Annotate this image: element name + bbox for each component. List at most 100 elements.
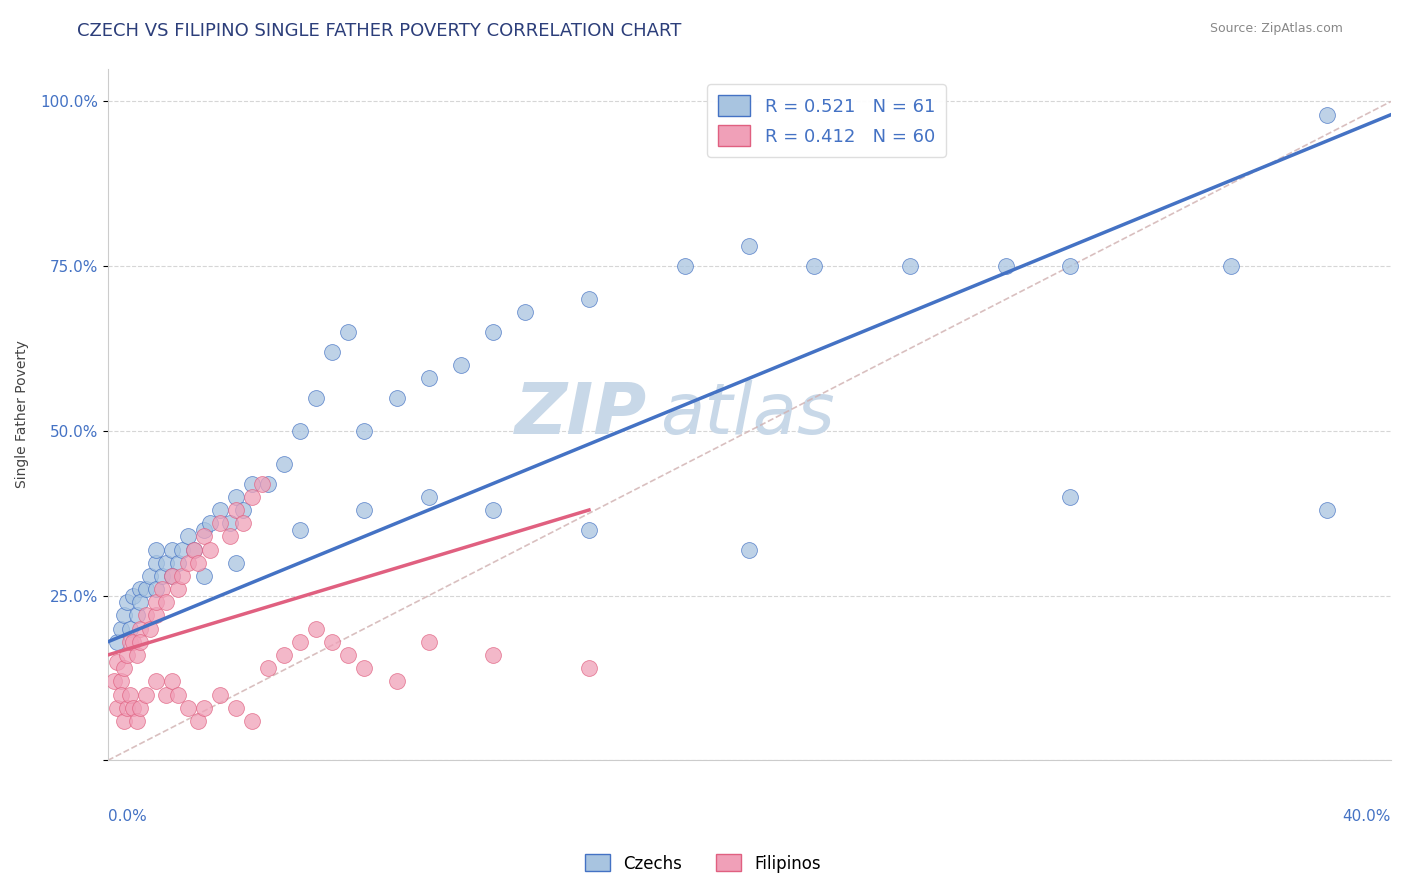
Point <box>160 569 183 583</box>
Point <box>112 714 135 728</box>
Point <box>225 700 247 714</box>
Point <box>232 503 254 517</box>
Point <box>418 490 440 504</box>
Point <box>290 424 312 438</box>
Point <box>155 556 177 570</box>
Point <box>803 259 825 273</box>
Point <box>209 516 232 531</box>
Point <box>150 582 173 596</box>
Point <box>155 595 177 609</box>
Point <box>129 700 152 714</box>
Point <box>110 674 132 689</box>
Point <box>305 391 328 405</box>
Point <box>578 292 600 306</box>
Point <box>290 523 312 537</box>
Point <box>209 503 232 517</box>
Point <box>135 608 157 623</box>
Point <box>115 700 138 714</box>
Point <box>193 700 215 714</box>
Point <box>145 582 167 596</box>
Point <box>898 259 921 273</box>
Point <box>273 648 295 662</box>
Point <box>385 391 408 405</box>
Point <box>578 661 600 675</box>
Point <box>1316 503 1339 517</box>
Point <box>1059 490 1081 504</box>
Point <box>145 674 167 689</box>
Point <box>177 529 200 543</box>
Point <box>513 305 536 319</box>
Point <box>240 476 263 491</box>
Point <box>218 516 240 531</box>
Point <box>225 503 247 517</box>
Point <box>187 556 209 570</box>
Point <box>481 503 503 517</box>
Point <box>125 608 148 623</box>
Point <box>107 700 129 714</box>
Point <box>120 688 142 702</box>
Point <box>418 371 440 385</box>
Point <box>257 476 280 491</box>
Point <box>353 661 375 675</box>
Point <box>122 634 145 648</box>
Point <box>418 634 440 648</box>
Legend: R = 0.521   N = 61, R = 0.412   N = 60: R = 0.521 N = 61, R = 0.412 N = 60 <box>707 85 946 157</box>
Point <box>738 239 761 253</box>
Point <box>353 503 375 517</box>
Point <box>337 648 360 662</box>
Point <box>145 542 167 557</box>
Point <box>193 523 215 537</box>
Point <box>110 688 132 702</box>
Point <box>738 542 761 557</box>
Point <box>115 595 138 609</box>
Point <box>183 542 205 557</box>
Point <box>200 542 222 557</box>
Point <box>129 582 152 596</box>
Point <box>177 556 200 570</box>
Point <box>225 556 247 570</box>
Point <box>103 674 125 689</box>
Point <box>160 569 183 583</box>
Point <box>481 325 503 339</box>
Point <box>145 608 167 623</box>
Point <box>385 674 408 689</box>
Point <box>321 344 343 359</box>
Point <box>135 688 157 702</box>
Point <box>160 542 183 557</box>
Point <box>145 556 167 570</box>
Point <box>183 542 205 557</box>
Point <box>218 529 240 543</box>
Point <box>167 556 190 570</box>
Point <box>122 589 145 603</box>
Point <box>125 648 148 662</box>
Point <box>155 688 177 702</box>
Point <box>129 595 152 609</box>
Point <box>193 529 215 543</box>
Point <box>120 622 142 636</box>
Point <box>240 714 263 728</box>
Point <box>321 634 343 648</box>
Point <box>290 634 312 648</box>
Point <box>187 714 209 728</box>
Point <box>257 661 280 675</box>
Point <box>125 714 148 728</box>
Text: CZECH VS FILIPINO SINGLE FATHER POVERTY CORRELATION CHART: CZECH VS FILIPINO SINGLE FATHER POVERTY … <box>77 22 682 40</box>
Point <box>193 569 215 583</box>
Point <box>250 476 273 491</box>
Point <box>107 634 129 648</box>
Point <box>200 516 222 531</box>
Text: atlas: atlas <box>659 380 834 449</box>
Point <box>170 542 193 557</box>
Point <box>120 634 142 648</box>
Point <box>160 674 183 689</box>
Point <box>273 457 295 471</box>
Point <box>170 569 193 583</box>
Text: ZIP: ZIP <box>515 380 647 449</box>
Point <box>129 622 152 636</box>
Point <box>1316 108 1339 122</box>
Text: 0.0%: 0.0% <box>108 809 146 824</box>
Point <box>673 259 696 273</box>
Point <box>150 569 173 583</box>
Point <box>578 523 600 537</box>
Point <box>167 688 190 702</box>
